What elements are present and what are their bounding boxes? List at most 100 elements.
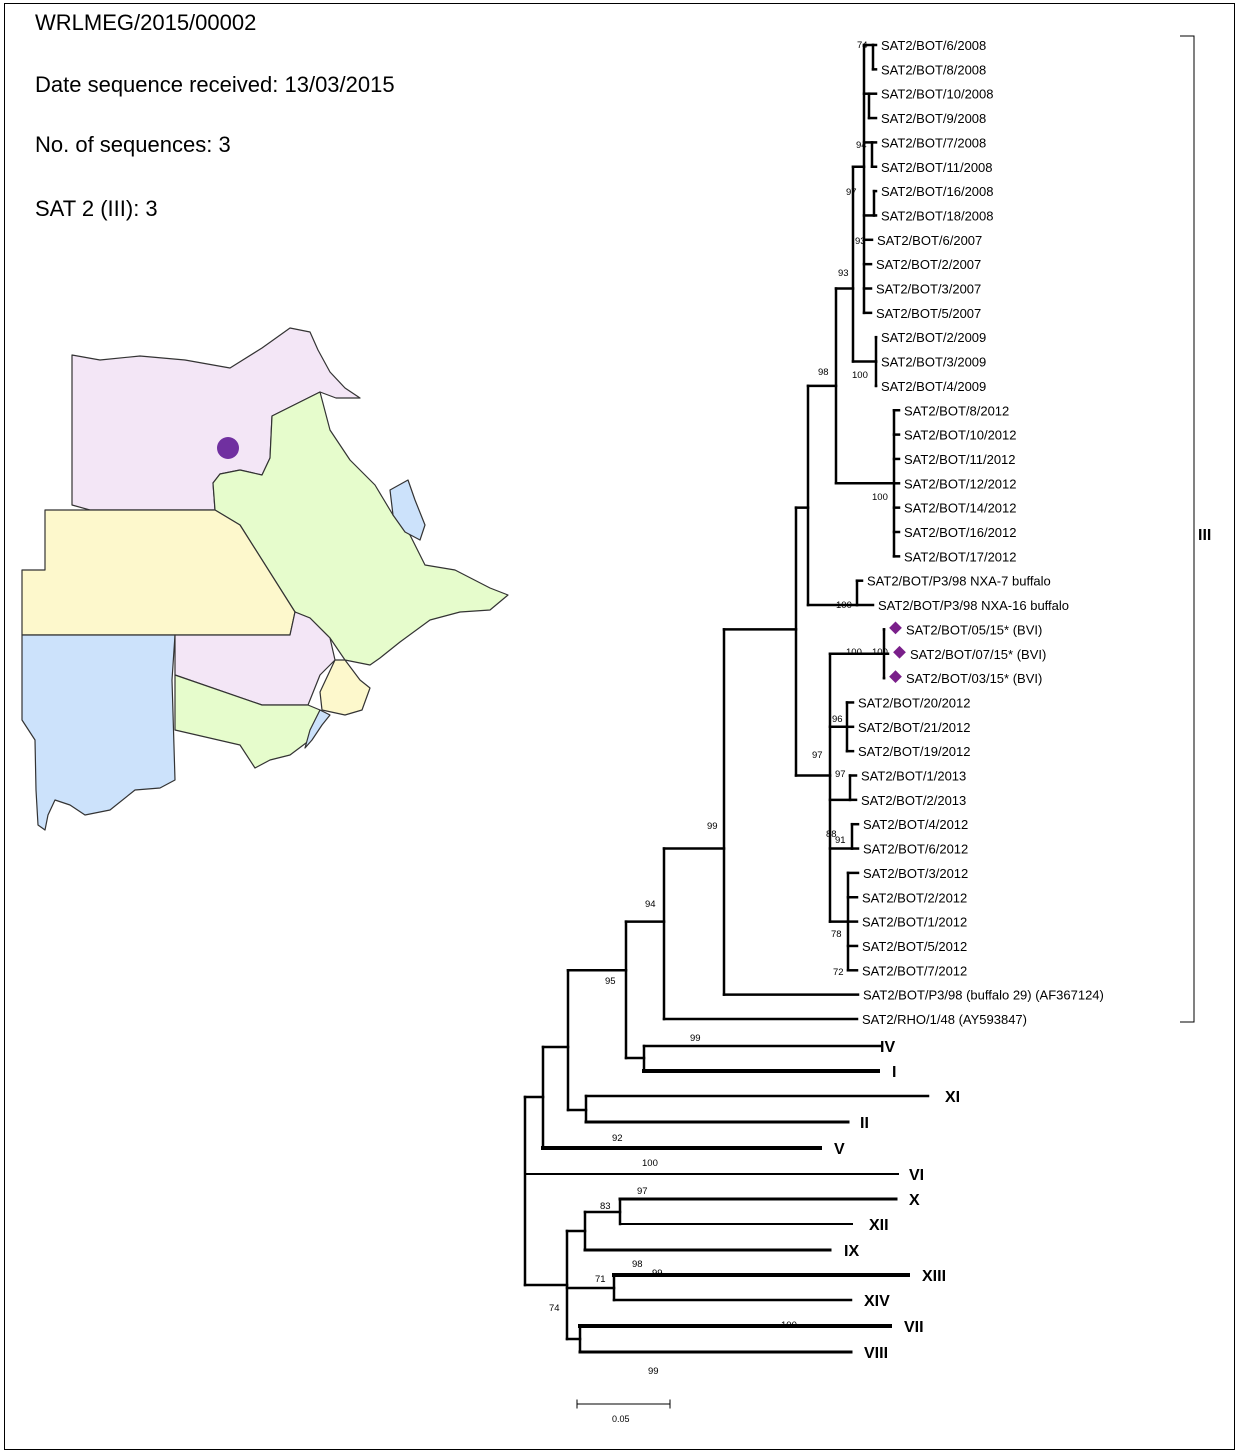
leaf-label: SAT2/BOT/7/2012 (862, 963, 967, 978)
leaf-label: SAT2/BOT/19/2012 (858, 744, 971, 759)
outbreak-location-marker (217, 437, 239, 459)
botswana-map (21, 327, 509, 831)
leaf-label: SAT2/BOT/14/2012 (904, 501, 1017, 516)
bootstrap-value: 72 (833, 967, 844, 978)
bootstrap-value: 94 (856, 140, 867, 151)
leaf-label: SAT2/BOT/10/2008 (881, 87, 994, 102)
bootstrap-value: 97 (637, 1186, 648, 1197)
leaf-label: SAT2/BOT/3/2012 (863, 866, 968, 881)
map-region-kgalagadi (21, 634, 176, 831)
map-region-southeast (319, 659, 371, 716)
bootstrap-value: 100 (836, 600, 852, 611)
topotype-label: V (834, 1141, 845, 1158)
bootstrap-value: 100 (642, 1158, 658, 1169)
topotype-label: X (909, 1192, 920, 1209)
leaf-label: SAT2/BOT/2/2013 (861, 793, 966, 808)
topotype-label: XII (869, 1217, 889, 1234)
topotype-label: VII (904, 1319, 924, 1336)
bootstrap-value: 93 (838, 268, 849, 279)
bootstrap-value: 100 (846, 647, 862, 658)
leaf-label: SAT2/BOT/3/2009 (881, 355, 986, 370)
topotype-label: IV (880, 1039, 895, 1056)
leaf-label: SAT2/BOT/4/2009 (881, 379, 986, 394)
figure-frame (4, 3, 1235, 1450)
leaf-label: SAT2/BOT/5/2007 (876, 306, 981, 321)
bootstrap-value: 78 (831, 929, 842, 940)
bootstrap-value: 100 (852, 370, 868, 381)
topotype-label: VIII (864, 1345, 888, 1362)
leaf-label: SAT2/BOT/18/2008 (881, 208, 994, 223)
leaf-label: SAT2/BOT/2/2012 (862, 890, 967, 905)
leaf-label: SAT2/BOT/P3/98 (buffalo 29) (AF367124) (863, 988, 1104, 1003)
topotype-label: I (892, 1064, 896, 1081)
leaf-label: SAT2/BOT/07/15* (BVI) (910, 647, 1046, 662)
bootstrap-value: 83 (600, 1201, 611, 1212)
leaf-label: SAT2/BOT/05/15* (BVI) (906, 622, 1042, 637)
map-region-southern (174, 674, 321, 769)
bootstrap-value: 100 (781, 1320, 797, 1331)
topotype-label: VI (909, 1167, 924, 1184)
highlight-marker (889, 621, 902, 635)
bootstrap-value: 97 (846, 187, 857, 198)
leaf-label: SAT2/BOT/P3/98 NXA-16 buffalo (878, 598, 1069, 613)
bootstrap-value: 97 (812, 750, 823, 761)
leaf-label: SAT2/BOT/1/2013 (861, 769, 966, 784)
topotype-count: SAT 2 (III): 3 (35, 196, 158, 221)
map-region-northeast (389, 479, 426, 541)
bootstrap-value: 98 (818, 367, 829, 378)
leaf-label: SAT2/BOT/6/2012 (863, 842, 968, 857)
leaf-label: SAT2/BOT/16/2008 (881, 184, 994, 199)
leaf-label: SAT2/BOT/20/2012 (858, 695, 971, 710)
topotype-label: II (860, 1115, 869, 1132)
bootstrap-value: 96 (832, 714, 843, 725)
leaf-label: SAT2/BOT/11/2008 (881, 160, 993, 175)
date-received: Date sequence received: 13/03/2015 (35, 72, 395, 97)
leaf-label: SAT2/BOT/16/2012 (904, 525, 1017, 540)
clade-bracket-label: III (1198, 527, 1211, 544)
report-id: WRLMEG/2015/00002 (35, 10, 257, 35)
bootstrap-value: 99 (648, 1366, 659, 1377)
sequence-count: No. of sequences: 3 (35, 132, 231, 157)
bootstrap-value: 98 (632, 1259, 643, 1270)
bootstrap-value: 93 (855, 236, 866, 247)
bootstrap-value: 91 (835, 835, 846, 846)
leaf-label: SAT2/BOT/3/2007 (876, 282, 981, 297)
bootstrap-value: 71 (595, 1274, 606, 1285)
leaf-label: SAT2/BOT/8/2008 (881, 62, 986, 77)
bootstrap-value: 95 (605, 976, 616, 987)
clade-bracket (1180, 35, 1195, 1023)
leaf-label: SAT2/BOT/1/2012 (862, 915, 967, 930)
leaf-label: SAT2/BOT/6/2008 (881, 38, 986, 53)
bootstrap-value: 94 (645, 899, 656, 910)
bootstrap-value: 100 (872, 492, 888, 503)
bootstrap-value: 99 (690, 1033, 701, 1044)
topotype-label: XIII (922, 1268, 946, 1285)
leaf-label: SAT2/BOT/03/15* (BVI) (906, 671, 1042, 686)
bootstrap-value: 74 (857, 40, 868, 51)
leaf-label: SAT2/BOT/2/2009 (881, 330, 986, 345)
leaf-label: SAT2/BOT/6/2007 (877, 233, 982, 248)
map-region-central (212, 391, 509, 666)
leaf-label: SAT2/BOT/10/2012 (904, 428, 1017, 443)
bootstrap-value: 99 (652, 1268, 663, 1279)
leaf-label: SAT2/BOT/2/2007 (876, 257, 981, 272)
leaf-label: SAT2/BOT/P3/98 NXA-7 buffalo (867, 574, 1051, 589)
topotype-label: XI (945, 1089, 960, 1106)
leaf-label: SAT2/BOT/5/2012 (862, 939, 967, 954)
bootstrap-value: 74 (549, 1303, 560, 1314)
leaf-label: SAT2/BOT/8/2012 (904, 403, 1009, 418)
highlight-marker (889, 670, 902, 683)
topotype-label: XIV (864, 1293, 890, 1310)
bootstrap-value: 99 (707, 821, 718, 832)
leaf-label: SAT2/BOT/7/2008 (881, 135, 986, 150)
leaf-label: SAT2/BOT/21/2012 (858, 720, 971, 735)
leaf-label: SAT2/RHO/1/48 (AY593847) (862, 1012, 1027, 1027)
leaf-label: SAT2/BOT/9/2008 (881, 111, 986, 126)
leaf-label: SAT2/BOT/11/2012 (904, 452, 1016, 467)
map-region-gaborone (304, 709, 331, 749)
bootstrap-value: 88 (826, 829, 837, 840)
bootstrap-value: 97 (835, 769, 846, 780)
bootstrap-value: 100 (872, 647, 888, 658)
leaf-label: SAT2/BOT/4/2012 (863, 817, 968, 832)
